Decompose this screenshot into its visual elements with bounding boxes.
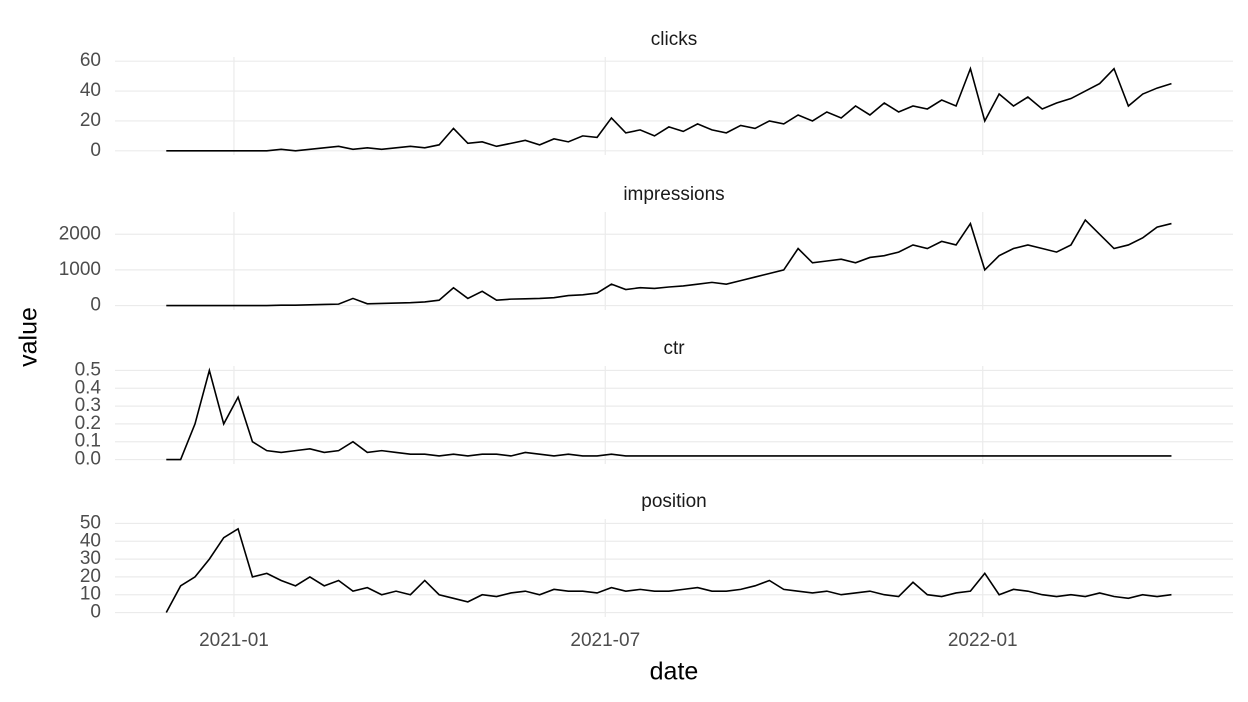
y-axis-label: value (15, 307, 43, 367)
y-tick-label: 0.1 (75, 431, 101, 452)
x-axis-label: date (650, 658, 699, 686)
y-tick-label: 20 (80, 566, 101, 587)
data-line (166, 66, 1172, 152)
strip-title: impressions (623, 184, 724, 205)
x-tick-label: 2022-01 (948, 630, 1018, 651)
y-tick-label: 2000 (59, 223, 101, 244)
strip-title: position (641, 491, 707, 512)
data-line (166, 218, 1172, 307)
y-tick-label: 0 (90, 295, 101, 316)
y-tick-label: 40 (80, 530, 101, 551)
y-tick-label: 0 (90, 602, 101, 623)
y-tick-label: 20 (80, 110, 101, 131)
strip-title: clicks (651, 29, 697, 50)
y-tick-label: 0.3 (75, 395, 101, 416)
y-tick-label: 0.5 (75, 359, 101, 380)
y-tick-label: 40 (80, 80, 101, 101)
y-tick-label: 0.2 (75, 413, 101, 434)
y-tick-label: 50 (80, 512, 101, 533)
strip-title: ctr (663, 338, 685, 359)
y-tick-label: 0.0 (75, 449, 101, 470)
y-tick-label: 1000 (59, 259, 101, 280)
y-tick-label: 0 (90, 140, 101, 161)
y-tick-label: 0.4 (75, 377, 102, 398)
data-line (165, 527, 1172, 613)
y-tick-label: 60 (80, 50, 101, 71)
data-line (166, 367, 1172, 461)
y-tick-label: 10 (80, 584, 101, 605)
x-tick-label: 2021-01 (199, 630, 269, 651)
x-tick-label: 2021-07 (570, 630, 640, 651)
y-tick-label: 30 (80, 548, 101, 569)
